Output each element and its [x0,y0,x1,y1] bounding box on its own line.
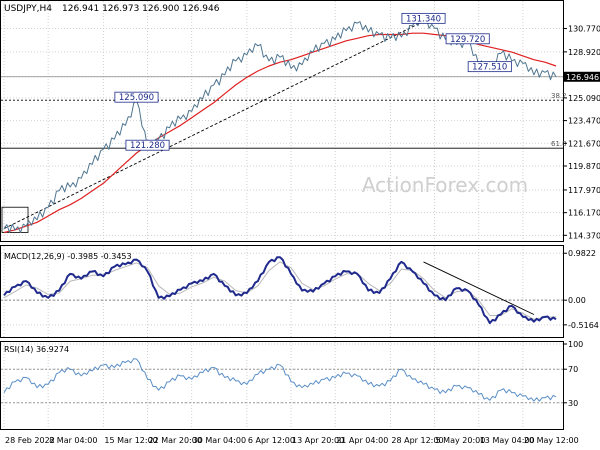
price-tick-label: 116.170 [568,209,600,218]
x-tick-label: 22 Mar 20:00 [149,436,202,445]
chart-ohlc: 126.941 126.973 126.900 126.946 [62,4,220,14]
level-label: 61.8 [551,140,567,148]
annotation-label: 129.720 [450,35,485,45]
price-tick-label: 117.970 [568,186,600,195]
price-annotation: 127.510 [467,61,512,73]
x-tick-label: 28 Feb 2022 [5,436,55,445]
price-tick-label: 125.090 [568,94,600,103]
x-tick-label: 13 Apr 20:00 [292,436,344,445]
rsi-tick-label: 70 [568,365,578,374]
price-layer: 38.2 61.8 131.340 129.720 127.510 125.090 121.… [1,12,567,233]
annotation-box [125,139,170,151]
price-annotation: 125.090 [114,91,159,103]
x-tick-label: 20 May 12:00 [524,436,579,445]
level-label: 38.2 [551,92,567,100]
price-tick-label: 130.770 [568,25,600,34]
rsi-title: RSI(14) 36.9274 [4,345,69,354]
current-price-tag [564,71,600,82]
watermark: ActionForex.com [362,173,528,197]
x-tick-label: 13 May 04:00 [480,436,535,445]
x-tick-label: 28 Apr 12:00 [391,436,443,445]
annotation-label: 125.090 [119,93,154,103]
rsi-tick-label: 30 [568,399,578,408]
rsi-tick-label: 100 [568,340,583,349]
consolidation-box [1,206,29,233]
price-trendline [3,20,424,230]
macd-line [3,256,557,325]
price-tick-label: 119.870 [568,162,600,171]
x-tick-label: 8 Mar 04:00 [49,436,97,445]
annotation-box [467,61,512,73]
macd-title: MACD(12,26,9) -0.3985 -0.3453 [4,252,132,261]
macd-layer: MACD(12,26,9) -0.3985 -0.3453 [1,252,563,325]
price-tick-label: 123.470 [568,117,600,126]
price-annotation: 131.340 [401,12,446,24]
rsi-layer: RSI(14) 36.9274 [1,345,563,404]
macd-trendline [423,261,535,315]
annotation-label: 127.510 [472,63,507,73]
price-tick-label: 128.920 [568,48,600,57]
macd-tick-label: -0.5164 [568,321,599,330]
chart-symbol: USDJPY,H4 [4,4,52,14]
x-tick-label: 5 May 20:00 [436,436,486,445]
annotation-box [401,12,446,24]
price-tick-label: 121.670 [568,139,600,148]
annotation-label: 121.280 [130,141,165,151]
rsi-line [3,358,557,402]
x-tick-label: 30 Mar 04:00 [193,436,246,445]
current-price-label: 126.946 [566,73,599,82]
x-tick-label: 15 Mar 12:00 [104,436,157,445]
price-annotation: 121.280 [125,139,170,151]
price-annotation: 129.720 [445,33,490,45]
x-tick-label: 6 Apr 12:00 [248,436,295,445]
signal-line [3,261,557,320]
x-tick-label: 21 Apr 04:00 [336,436,388,445]
macd-tick-label: 0.00 [568,296,586,305]
rsi-panel-frame [0,341,564,430]
annotation-box [445,33,490,45]
annotation-box [114,91,159,103]
annotation-label: 131.340 [406,14,441,24]
macd-tick-label: 0.9822 [568,249,596,258]
price-tick-label: 114.370 [568,231,600,240]
